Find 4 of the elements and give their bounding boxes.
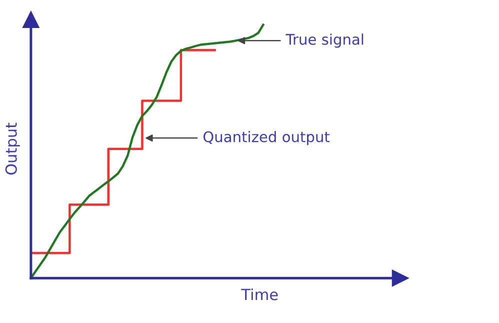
x-axis-title: Time: [241, 288, 278, 300]
annotation: Quantized output: [203, 130, 330, 146]
text: True signal: [286, 34, 364, 48]
y-axis-title: Output: [5, 122, 20, 175]
